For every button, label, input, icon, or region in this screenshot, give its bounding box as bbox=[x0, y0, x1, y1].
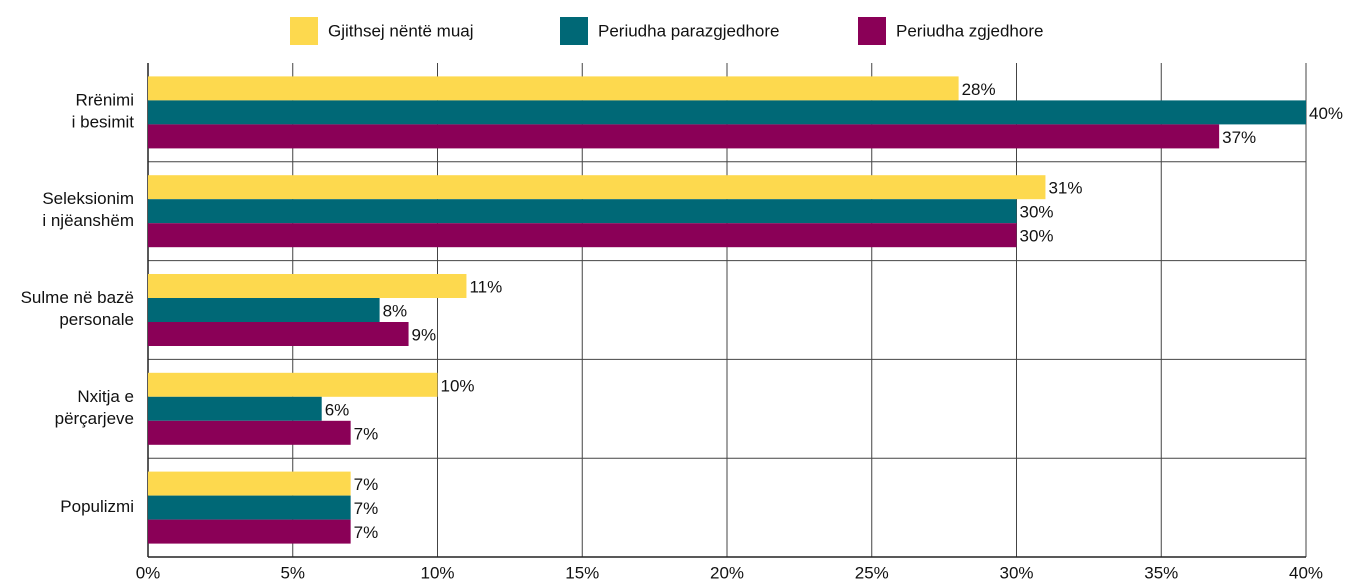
x-tick-label: 30% bbox=[999, 563, 1033, 582]
bar bbox=[148, 471, 351, 496]
bar bbox=[148, 175, 1046, 200]
bar bbox=[148, 372, 438, 397]
bar bbox=[148, 223, 1017, 248]
legend-swatch bbox=[560, 17, 588, 45]
legend-label: Gjithsej nëntë muaj bbox=[328, 21, 474, 40]
legend-swatch bbox=[290, 17, 318, 45]
bar bbox=[148, 76, 959, 101]
y-tick-label: Rrënimi i besimit bbox=[67, 91, 134, 132]
bar bbox=[148, 396, 322, 421]
value-label: 30% bbox=[1020, 227, 1054, 246]
y-tick-label: Populizmi bbox=[60, 497, 134, 516]
legend-label: Periudha parazgjedhore bbox=[598, 21, 779, 40]
bar bbox=[148, 519, 351, 544]
value-label: 40% bbox=[1309, 104, 1343, 123]
bar bbox=[148, 322, 409, 346]
x-tick-label: 35% bbox=[1144, 563, 1178, 582]
value-label: 31% bbox=[1048, 179, 1082, 198]
value-label: 7% bbox=[354, 475, 379, 494]
x-tick-label: 40% bbox=[1289, 563, 1323, 582]
bar bbox=[148, 124, 1220, 149]
bar bbox=[148, 420, 351, 445]
value-label: 8% bbox=[383, 301, 408, 320]
value-label: 7% bbox=[354, 499, 379, 518]
value-label: 6% bbox=[325, 400, 350, 419]
value-label: 37% bbox=[1222, 128, 1256, 147]
bar bbox=[148, 298, 380, 322]
bar bbox=[148, 495, 351, 520]
value-label: 7% bbox=[354, 424, 379, 443]
value-label: 28% bbox=[962, 80, 996, 99]
y-tick-label: Nxitja e përçarjeve bbox=[50, 387, 134, 428]
x-tick-label: 0% bbox=[136, 563, 161, 582]
value-label: 7% bbox=[354, 523, 379, 542]
legend-label: Periudha zgjedhore bbox=[896, 21, 1043, 40]
bar bbox=[148, 100, 1306, 125]
x-tick-label: 15% bbox=[565, 563, 599, 582]
x-tick-label: 5% bbox=[280, 563, 305, 582]
bar bbox=[148, 199, 1017, 224]
value-label: 10% bbox=[441, 376, 475, 395]
x-tick-label: 10% bbox=[420, 563, 454, 582]
value-label: 9% bbox=[412, 325, 437, 344]
y-tick-label: Seleksionim i njëanshëm bbox=[38, 190, 134, 231]
value-label: 11% bbox=[469, 277, 502, 296]
y-tick-label: Sulme në bazë personale bbox=[21, 288, 134, 329]
value-label: 30% bbox=[1020, 203, 1054, 222]
legend-swatch bbox=[858, 17, 886, 45]
bar bbox=[148, 274, 467, 298]
x-tick-label: 20% bbox=[710, 563, 744, 582]
x-tick-label: 25% bbox=[855, 563, 889, 582]
